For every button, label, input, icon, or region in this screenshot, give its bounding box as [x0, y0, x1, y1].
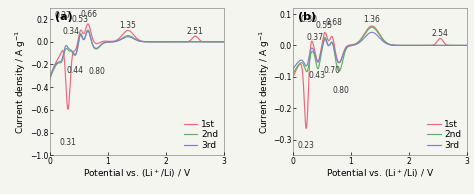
2nd — [464, 44, 470, 47]
2nd — [365, 29, 370, 32]
Text: (b): (b) — [298, 12, 317, 22]
Text: 0.31: 0.31 — [59, 138, 76, 147]
3rd — [199, 41, 204, 43]
Text: 0.66: 0.66 — [81, 10, 98, 19]
1st — [320, 36, 326, 39]
3rd — [461, 44, 466, 47]
1st — [67, 92, 73, 94]
1st — [369, 25, 375, 27]
3rd — [77, 35, 83, 37]
3rd — [365, 34, 370, 36]
3rd — [290, 68, 296, 70]
Line: 1st: 1st — [293, 26, 467, 128]
2nd — [320, 42, 326, 44]
3rd — [320, 42, 326, 45]
1st — [461, 44, 466, 47]
1st — [199, 40, 204, 42]
1st — [77, 30, 83, 32]
1st — [218, 41, 223, 43]
2nd — [461, 44, 466, 47]
1st — [85, 23, 91, 25]
Legend: 1st, 2nd, 3rd: 1st, 2nd, 3rd — [183, 119, 219, 151]
2nd — [442, 44, 447, 47]
Text: 1.35: 1.35 — [119, 21, 137, 29]
1st — [442, 42, 448, 45]
Line: 1st: 1st — [50, 24, 224, 109]
Text: 0.53: 0.53 — [72, 15, 88, 24]
3rd — [464, 44, 470, 47]
Text: 0.23: 0.23 — [298, 141, 315, 150]
Text: 0.68: 0.68 — [325, 18, 342, 27]
1st — [365, 28, 370, 31]
Line: 3rd: 3rd — [50, 31, 224, 77]
Text: 0.80: 0.80 — [89, 67, 106, 76]
Line: 3rd: 3rd — [293, 32, 467, 69]
3rd — [121, 37, 127, 39]
Text: 0.55: 0.55 — [316, 21, 333, 30]
2nd — [67, 50, 73, 52]
3rd — [218, 41, 223, 43]
2nd — [85, 29, 91, 31]
Text: 2.51: 2.51 — [187, 27, 203, 36]
X-axis label: Potential vs. (Li$^+$/Li) / V: Potential vs. (Li$^+$/Li) / V — [326, 167, 434, 180]
Text: 2.54: 2.54 — [432, 29, 449, 38]
3rd — [310, 48, 316, 50]
Y-axis label: Current density / A g$^{-1}$: Current density / A g$^{-1}$ — [257, 29, 272, 134]
3rd — [221, 41, 227, 43]
2nd — [310, 51, 316, 53]
3rd — [85, 30, 91, 32]
1st — [310, 42, 316, 45]
Text: 0.80: 0.80 — [332, 86, 349, 94]
1st — [114, 39, 119, 41]
1st — [221, 41, 227, 43]
Text: 0.44: 0.44 — [67, 66, 84, 75]
Line: 2nd: 2nd — [293, 27, 467, 74]
2nd — [357, 40, 363, 42]
2nd — [221, 41, 227, 43]
3rd — [114, 40, 119, 42]
Text: 0.34: 0.34 — [62, 27, 79, 36]
2nd — [114, 40, 119, 42]
Text: 0.30: 0.30 — [300, 15, 317, 24]
Legend: 1st, 2nd, 3rd: 1st, 2nd, 3rd — [426, 119, 462, 151]
Text: 0.43: 0.43 — [309, 71, 325, 80]
Text: 0.70: 0.70 — [324, 66, 341, 75]
3rd — [369, 31, 375, 34]
1st — [290, 75, 296, 78]
2nd — [369, 26, 375, 29]
3rd — [67, 48, 73, 50]
1st — [121, 32, 127, 34]
3rd — [442, 44, 447, 47]
1st — [65, 108, 71, 110]
2nd — [290, 73, 296, 75]
3rd — [357, 41, 363, 43]
2nd — [218, 41, 223, 43]
2nd — [199, 41, 204, 43]
1st — [303, 127, 309, 130]
Text: 0.37: 0.37 — [306, 33, 323, 42]
Text: 1.36: 1.36 — [364, 15, 380, 24]
1st — [357, 39, 363, 42]
X-axis label: Potential vs. (Li$^+$/Li) / V: Potential vs. (Li$^+$/Li) / V — [82, 167, 191, 180]
Y-axis label: Current density / A g$^{-1}$: Current density / A g$^{-1}$ — [14, 29, 28, 134]
1st — [47, 78, 53, 80]
Text: (a): (a) — [55, 12, 73, 22]
Line: 2nd: 2nd — [50, 30, 224, 79]
1st — [464, 44, 470, 47]
2nd — [121, 36, 127, 38]
3rd — [47, 76, 53, 78]
2nd — [77, 34, 83, 36]
Text: 0.27: 0.27 — [54, 11, 71, 20]
2nd — [47, 78, 53, 80]
